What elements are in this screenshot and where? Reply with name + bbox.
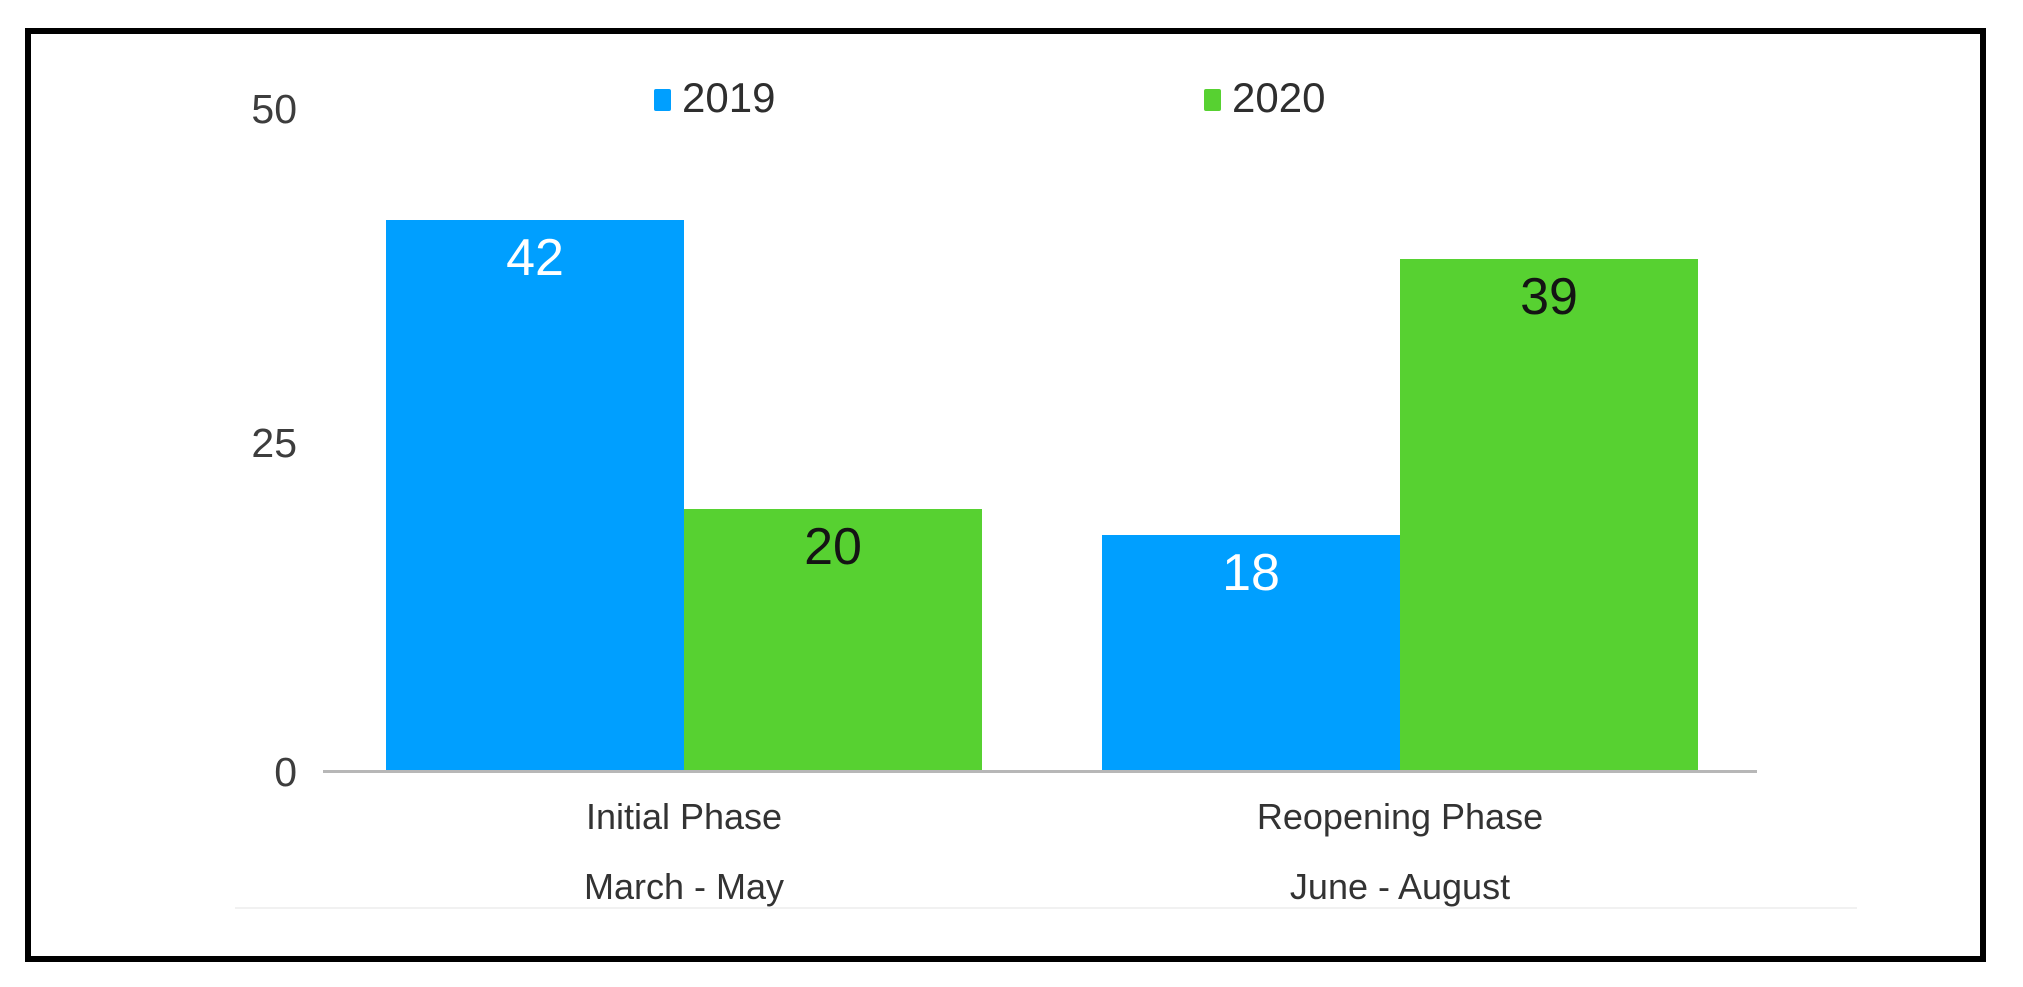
- bar-2019-initial-phase: 42: [386, 220, 684, 772]
- legend-swatch-2019: [654, 89, 671, 111]
- legend-label-2019: 2019: [682, 74, 776, 121]
- bar-value-label: 18: [1222, 544, 1280, 602]
- legend-item-2019: 2019: [654, 74, 775, 122]
- bar-2020-reopening-phase: 39: [1400, 259, 1698, 772]
- legend-item-2020: 2020: [1204, 74, 1325, 122]
- category-label-reopening-phase: Reopening Phase: [1256, 796, 1544, 837]
- faint-horizontal-rule: [235, 907, 1857, 909]
- y-axis-tick-25: 25: [251, 420, 297, 466]
- y-axis-tick-0: 0: [274, 749, 297, 795]
- bar-2020-initial-phase: 20: [684, 509, 982, 772]
- category-sublabel-june-august: June - August: [1289, 866, 1511, 907]
- bar-value-label: 42: [506, 229, 564, 287]
- y-axis-tick-50: 50: [251, 86, 297, 132]
- bar-value-label: 39: [1520, 268, 1578, 326]
- category-label-initial-phase: Initial Phase: [585, 796, 783, 837]
- x-axis-line: [323, 770, 1757, 773]
- category-sublabel-march-may: March - May: [583, 866, 785, 907]
- bar-value-label: 20: [804, 518, 862, 576]
- legend-label-2020: 2020: [1232, 74, 1326, 121]
- legend-swatch-2020: [1204, 89, 1221, 111]
- bar-2019-reopening-phase: 18: [1102, 535, 1400, 772]
